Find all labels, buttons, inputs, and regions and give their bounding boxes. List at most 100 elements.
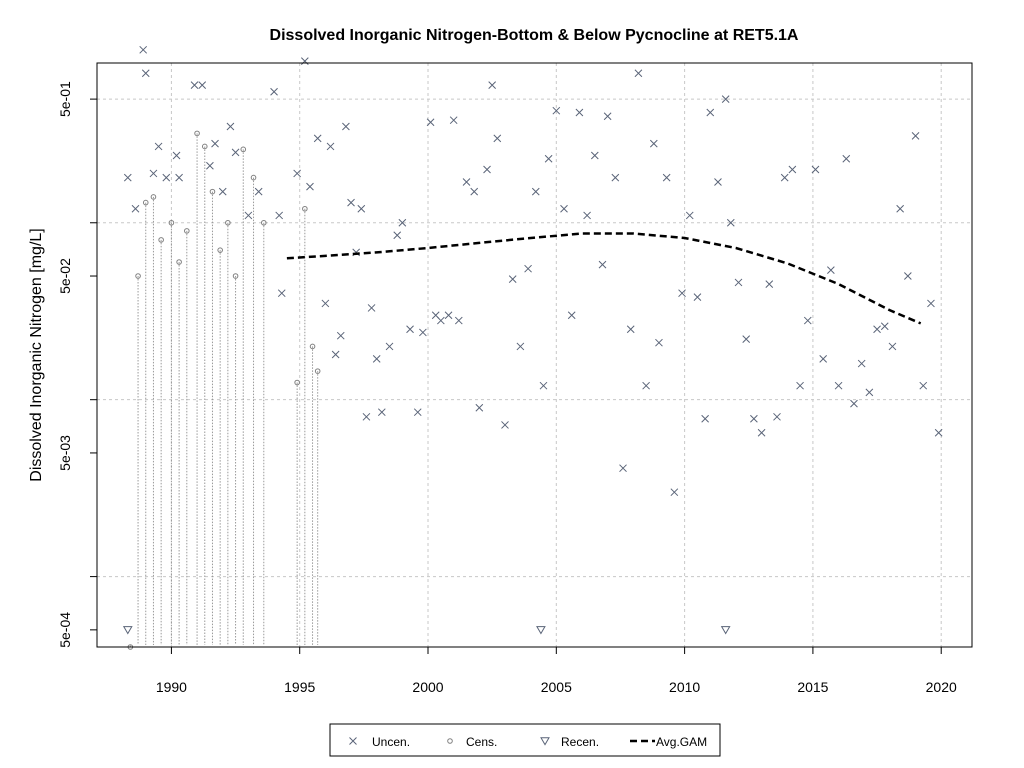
uncensored-point — [483, 165, 491, 174]
uncensored-point — [773, 412, 781, 421]
uncensored-point — [619, 464, 627, 473]
uncensored-point — [842, 154, 851, 163]
uncensored-point — [567, 311, 576, 320]
uncensored-point — [524, 264, 532, 273]
uncensored-point — [226, 122, 235, 131]
uncensored-point — [583, 211, 591, 220]
uncensored-point — [436, 316, 445, 325]
uncensored-point — [819, 355, 828, 363]
uncensored-point — [670, 488, 679, 497]
uncensored-point — [757, 428, 766, 437]
uncensored-point — [611, 173, 620, 182]
uncensored-point — [449, 116, 458, 125]
uncensored-point — [149, 169, 158, 178]
uncensored-point — [419, 328, 427, 337]
uncensored-point — [198, 81, 207, 89]
uncensored-point — [190, 81, 199, 89]
uncensored-point — [488, 81, 497, 89]
uncensored-point — [911, 131, 920, 140]
uncensored-point — [175, 173, 183, 182]
uncensored-point — [934, 428, 943, 437]
chart-title: Dissolved Inorganic Nitrogen-Bottom & Be… — [270, 27, 799, 44]
x-tick-label: 2000 — [412, 679, 443, 695]
uncensored-point — [603, 112, 612, 121]
recensored-point — [536, 626, 546, 635]
uncensored-point — [326, 142, 335, 151]
x-axis: 1990 1995 2000 2005 2010 2015 2020 — [156, 647, 957, 695]
censored-point — [294, 379, 300, 386]
uncensored-point — [331, 350, 340, 359]
gam-series-line — [286, 232, 922, 325]
uncensored-point — [539, 381, 548, 390]
gam-line — [286, 232, 922, 325]
uncensored-point — [254, 187, 263, 196]
uncensored-point — [827, 266, 835, 274]
uncensored-point — [347, 198, 355, 207]
uncensored-point — [300, 57, 309, 65]
uncensored-point — [726, 218, 735, 227]
uncensored-point — [575, 108, 584, 117]
uncensored-point — [693, 293, 702, 301]
uncensored-point — [218, 187, 227, 196]
x-tick-label: 2015 — [797, 679, 828, 695]
censored-range-lines — [129, 133, 319, 647]
x-tick-label: 2020 — [926, 679, 957, 695]
legend-censored-symbol — [447, 738, 453, 744]
y-axis: 5e-04 5e-03 5e-02 5e-01 — [57, 81, 97, 648]
uncensored-point — [544, 154, 553, 163]
censored-point — [309, 343, 316, 350]
legend-label: Uncen. — [372, 735, 410, 749]
censored-point — [209, 188, 216, 195]
uncensored-point — [475, 403, 484, 412]
uncensored-point — [634, 69, 643, 78]
legend: Uncen. Cens. Recen. Avg.GAM — [329, 723, 721, 757]
uncensored-point — [903, 272, 912, 280]
censored-point — [217, 247, 223, 253]
uncensored-point — [850, 399, 858, 408]
y-tick-label: 5e-03 — [57, 435, 73, 471]
uncensored-point — [701, 414, 709, 423]
uncensored-point — [803, 316, 812, 325]
uncensored-point — [742, 335, 751, 343]
y-axis-label: Dissolved Inorganic Nitrogen [mg/L] — [28, 228, 45, 481]
uncensored-point — [896, 204, 905, 213]
censored-point — [225, 219, 231, 226]
censored-point — [135, 273, 141, 279]
data-points — [122, 45, 943, 650]
uncensored-point — [444, 311, 453, 320]
uncensored-point — [393, 231, 402, 240]
uncensored-point — [313, 134, 322, 143]
uncensored-point — [162, 173, 171, 182]
uncensored-point — [919, 381, 928, 390]
uncensored-point — [788, 165, 797, 174]
uncensored-point — [357, 204, 366, 213]
uncensored-point — [685, 211, 694, 220]
uncensored-point — [888, 342, 897, 351]
uncensored-point — [306, 182, 314, 191]
uncensored-point — [211, 139, 219, 148]
uncensored-point — [734, 278, 743, 287]
uncensored-point — [377, 408, 386, 417]
uncensored-point — [927, 299, 935, 308]
legend-uncensored-symbol — [349, 737, 357, 745]
uncensored-point — [780, 173, 789, 182]
uncensored-point — [750, 414, 758, 423]
uncensored-point — [590, 151, 599, 160]
legend-recensored-symbol — [540, 737, 550, 746]
censored-point — [184, 228, 190, 234]
uncensored-point — [206, 161, 214, 170]
uncensored-point — [385, 342, 394, 351]
uncensored-point — [880, 322, 889, 331]
y-tick-label: 5e-02 — [57, 258, 73, 294]
censored-point — [250, 174, 257, 181]
uncensored-point — [470, 187, 479, 196]
uncensored-point — [154, 142, 163, 151]
legend-label: Cens. — [466, 735, 497, 749]
uncensored-point — [462, 178, 471, 186]
uncensored-point — [413, 408, 422, 417]
uncensored-point — [626, 325, 635, 334]
censored-point — [314, 368, 321, 374]
uncensored-point — [139, 45, 148, 54]
y-tick-label: 5e-04 — [57, 612, 73, 648]
